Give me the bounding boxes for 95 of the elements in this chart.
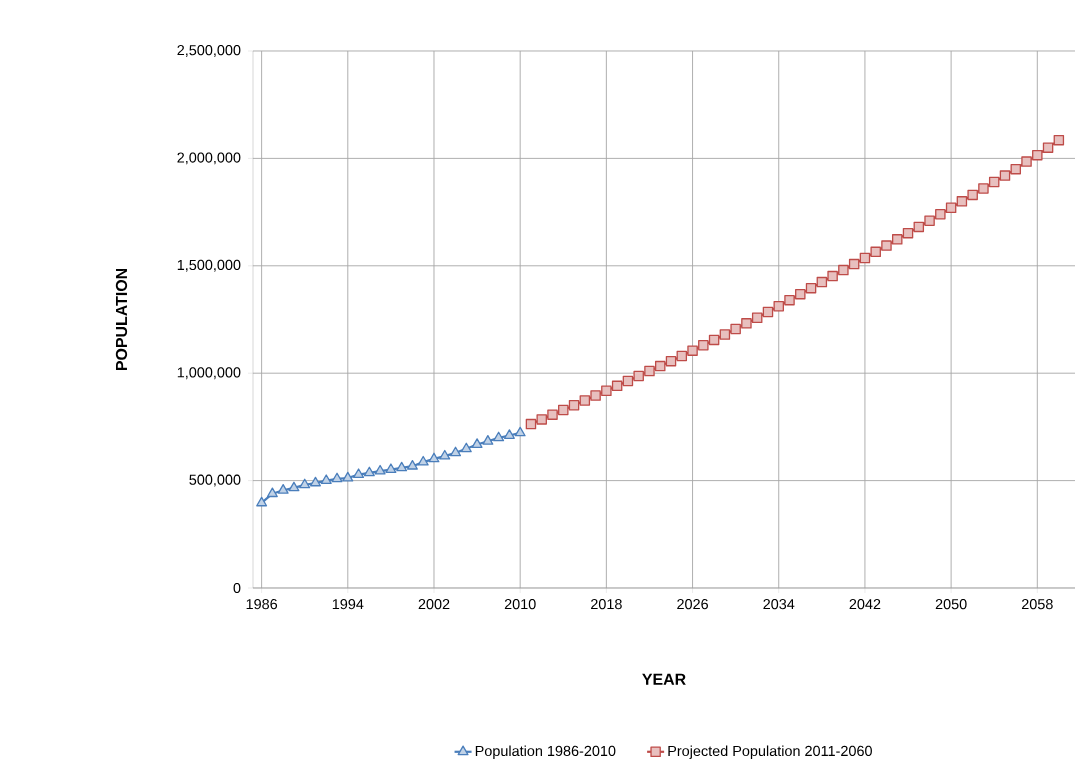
point [342,471,354,482]
x-tick-label: 2058 [1021,599,1053,610]
y-tick-label: 2,000,000 [177,152,241,165]
point [536,414,547,425]
point [547,409,558,420]
x-tick-label: 1994 [332,599,364,610]
point [579,395,591,406]
point [784,294,795,306]
point [503,429,515,439]
x-tick-label: 2042 [849,599,881,610]
point [1053,134,1065,146]
point [698,340,709,351]
point [590,390,601,401]
point [417,455,429,466]
point [935,208,946,220]
point [385,463,397,474]
point [1021,156,1032,167]
point [622,375,634,387]
y-tick-label: 500,000 [189,474,241,487]
point [708,334,720,346]
point [741,318,752,329]
point [525,418,537,430]
point [406,459,418,470]
x-tick-label: 1986 [246,599,278,610]
point [827,270,838,282]
x-axis-title: YEAR [642,673,686,685]
point [762,306,774,318]
point [396,461,408,472]
point [859,252,871,264]
point [773,300,784,312]
point [256,496,268,507]
point [601,385,612,397]
point [676,350,688,362]
point [881,240,892,251]
point [913,221,925,233]
point [266,487,278,498]
y-axis-title: POPULATION [115,268,128,371]
point [978,183,989,194]
legend-label: Population 1986-2010 [475,745,616,759]
point [288,481,300,492]
point [687,345,698,356]
point [331,472,343,483]
point [299,478,311,489]
point [277,484,289,494]
point [870,246,881,258]
point [514,426,526,437]
point [924,215,935,226]
x-tick-label: 2018 [591,599,622,610]
point [945,202,957,214]
point [450,446,462,457]
y-tick-label: 1,000,000 [177,367,241,380]
x-tick-label: 2002 [418,599,450,610]
point [309,476,321,487]
point [1010,163,1022,175]
point [751,312,763,324]
point [892,234,903,245]
point [471,438,483,448]
x-tick-label: 2026 [677,599,708,610]
point [805,282,817,294]
point [956,196,968,207]
point [1042,142,1054,153]
point [719,329,731,340]
point [838,264,849,276]
point [428,452,440,463]
point [460,442,472,453]
point [439,449,451,460]
x-tick-label: 2010 [504,599,536,610]
point [902,227,914,239]
legend-label: Projected Population 2011-2060 [668,745,872,759]
point [493,431,505,442]
point [353,468,365,479]
point [568,399,580,411]
point [848,258,860,270]
point [374,464,386,475]
point [633,370,644,382]
point [795,288,806,300]
point [1032,149,1043,161]
point [482,435,494,445]
x-tick-label: 2050 [935,599,967,610]
point [730,323,741,335]
point [988,176,1000,188]
x-tick-label: 2034 [763,599,795,610]
point [644,365,655,377]
point [611,380,623,392]
point [967,189,978,201]
point [816,276,828,288]
point [654,360,666,372]
point [320,474,332,485]
y-tick-label: 2,500,000 [177,45,241,57]
point [999,170,1011,181]
point [665,355,677,367]
y-tick-label: 1,500,000 [177,259,241,272]
point [558,404,569,416]
y-tick-label: 0 [233,582,241,594]
point [363,466,375,477]
